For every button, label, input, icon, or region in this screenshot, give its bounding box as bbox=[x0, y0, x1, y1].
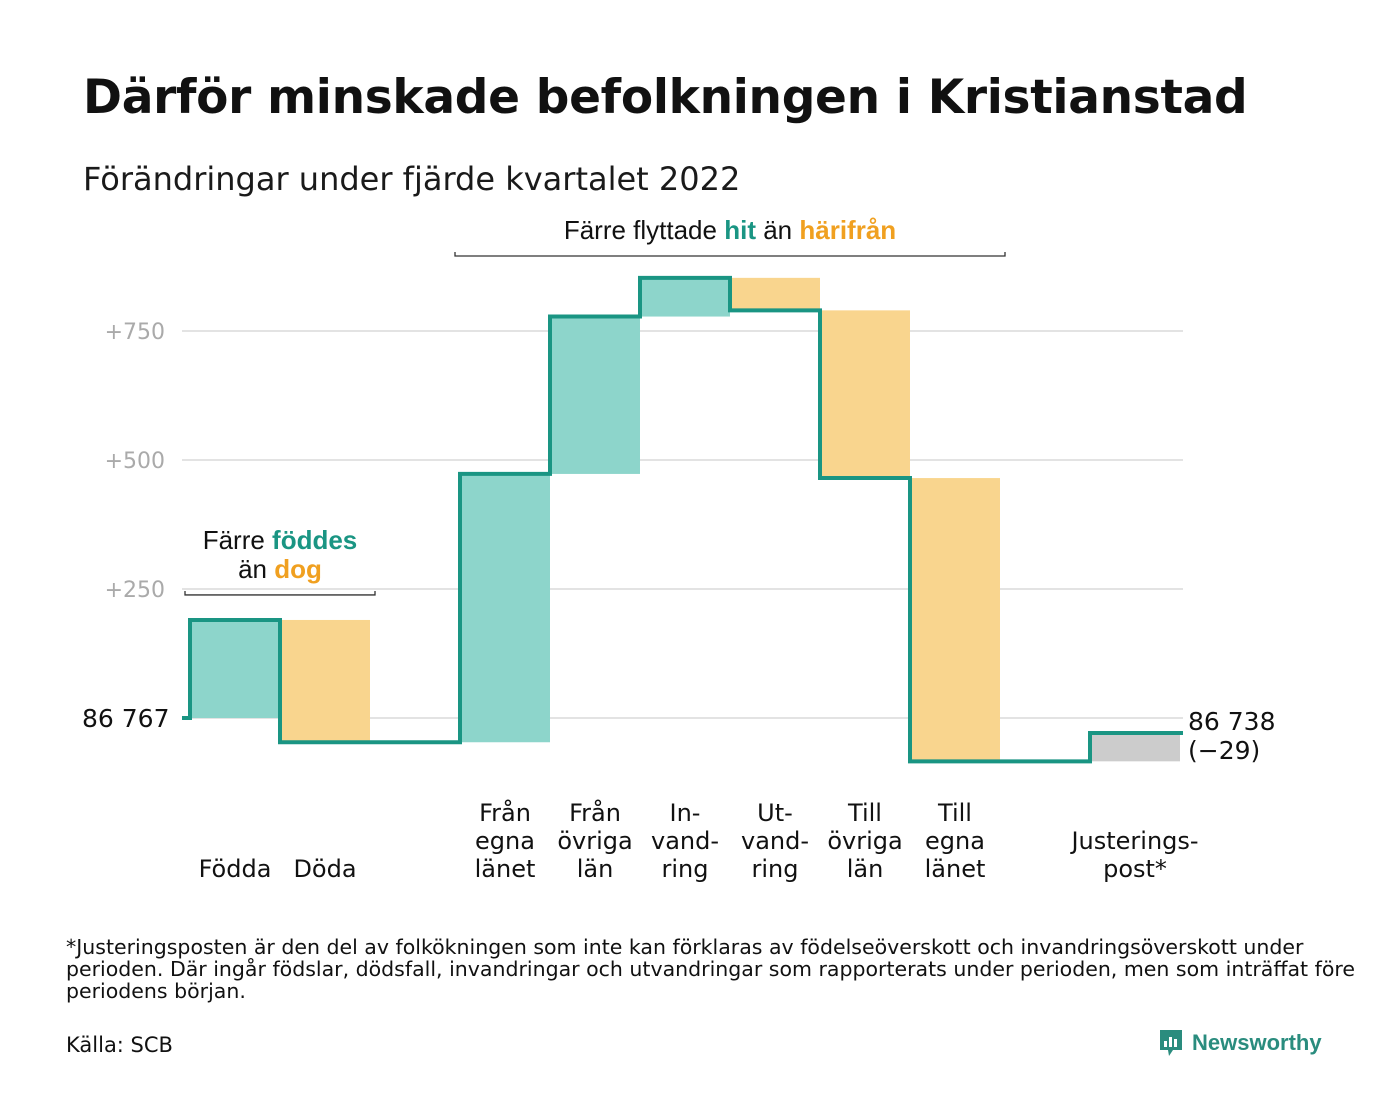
category-label: Från bbox=[569, 798, 621, 827]
category-label: ring bbox=[752, 855, 799, 883]
category-label: län bbox=[847, 855, 884, 883]
annotation-text-segment: än bbox=[238, 554, 274, 584]
waterfall-bar bbox=[460, 473, 550, 743]
annotation-text-segment: Färre bbox=[203, 525, 272, 555]
category-label: övriga bbox=[557, 827, 632, 855]
bar-chart-bubble-icon bbox=[1160, 1030, 1182, 1056]
annotation-text-segment: föddes bbox=[272, 525, 357, 555]
waterfall-bar bbox=[730, 277, 820, 311]
y-tick-label: +250 bbox=[105, 578, 165, 603]
category-label: post* bbox=[1103, 855, 1167, 883]
category-label: ring bbox=[662, 855, 709, 883]
y-tick-label: +750 bbox=[105, 320, 165, 345]
category-label: Ut- bbox=[757, 799, 793, 827]
footnote: *Justeringsposten är den del av folkökni… bbox=[66, 935, 1355, 1003]
category-label: Från bbox=[479, 798, 531, 827]
waterfall-chart: +250 +500 +750 86 767 86 738(−29) Födda Döda Fr… bbox=[82, 215, 1275, 883]
annotation-text-segment: Färre flyttade bbox=[564, 215, 724, 245]
category-label: Födda bbox=[199, 855, 272, 883]
waterfall-bar bbox=[910, 478, 1000, 762]
waterfall-bar bbox=[190, 619, 280, 718]
end-change-label: (−29) bbox=[1188, 736, 1260, 765]
end-value-label: 86 738 bbox=[1188, 707, 1275, 736]
cumulative-step-line bbox=[182, 275, 1183, 764]
category-label: In- bbox=[670, 799, 701, 827]
source-label: Källa: SCB bbox=[66, 1033, 173, 1057]
annotation-text-segment: hit bbox=[724, 215, 756, 245]
category-label: länet bbox=[475, 855, 536, 883]
category-label: Till bbox=[937, 799, 972, 827]
category-label: vand- bbox=[741, 827, 809, 855]
chart-subtitle: Förändringar under fjärde kvartalet 2022 bbox=[83, 160, 741, 198]
category-label: övriga bbox=[827, 827, 902, 855]
brand-name: Newsworthy bbox=[1192, 1030, 1322, 1055]
annotation-text: Färre flyttade hit än härifrån bbox=[564, 215, 896, 245]
category-label: vand- bbox=[651, 827, 719, 855]
waterfall-bar bbox=[640, 277, 730, 317]
waterfall-bar bbox=[550, 316, 640, 474]
annotation-text-segment: dog bbox=[274, 554, 322, 584]
category-label: län bbox=[577, 855, 614, 883]
category-label: länet bbox=[925, 855, 986, 883]
annotation-text: än dog bbox=[238, 554, 322, 584]
annotation-text-segment: härifrån bbox=[799, 215, 896, 245]
category-label: egna bbox=[925, 827, 985, 855]
annotation-text-segment: än bbox=[756, 215, 799, 245]
category-label: Döda bbox=[293, 855, 356, 883]
category-label: egna bbox=[475, 827, 535, 855]
category-label: Till bbox=[847, 799, 882, 827]
waterfall-bar bbox=[820, 310, 910, 479]
start-value-label: 86 767 bbox=[82, 704, 169, 733]
y-tick-label: +500 bbox=[105, 449, 165, 474]
annotation-bracket bbox=[454, 252, 1006, 257]
category-label: Justerings- bbox=[1069, 827, 1198, 855]
annotation-bracket bbox=[184, 590, 376, 596]
waterfall-bar bbox=[280, 619, 370, 743]
brand-logo: Newsworthy bbox=[1158, 1028, 1322, 1058]
waterfall-bar bbox=[1090, 732, 1180, 762]
chart-title: Därför minskade befolkningen i Kristians… bbox=[83, 70, 1248, 125]
annotation-text: Färre föddes bbox=[203, 525, 358, 555]
